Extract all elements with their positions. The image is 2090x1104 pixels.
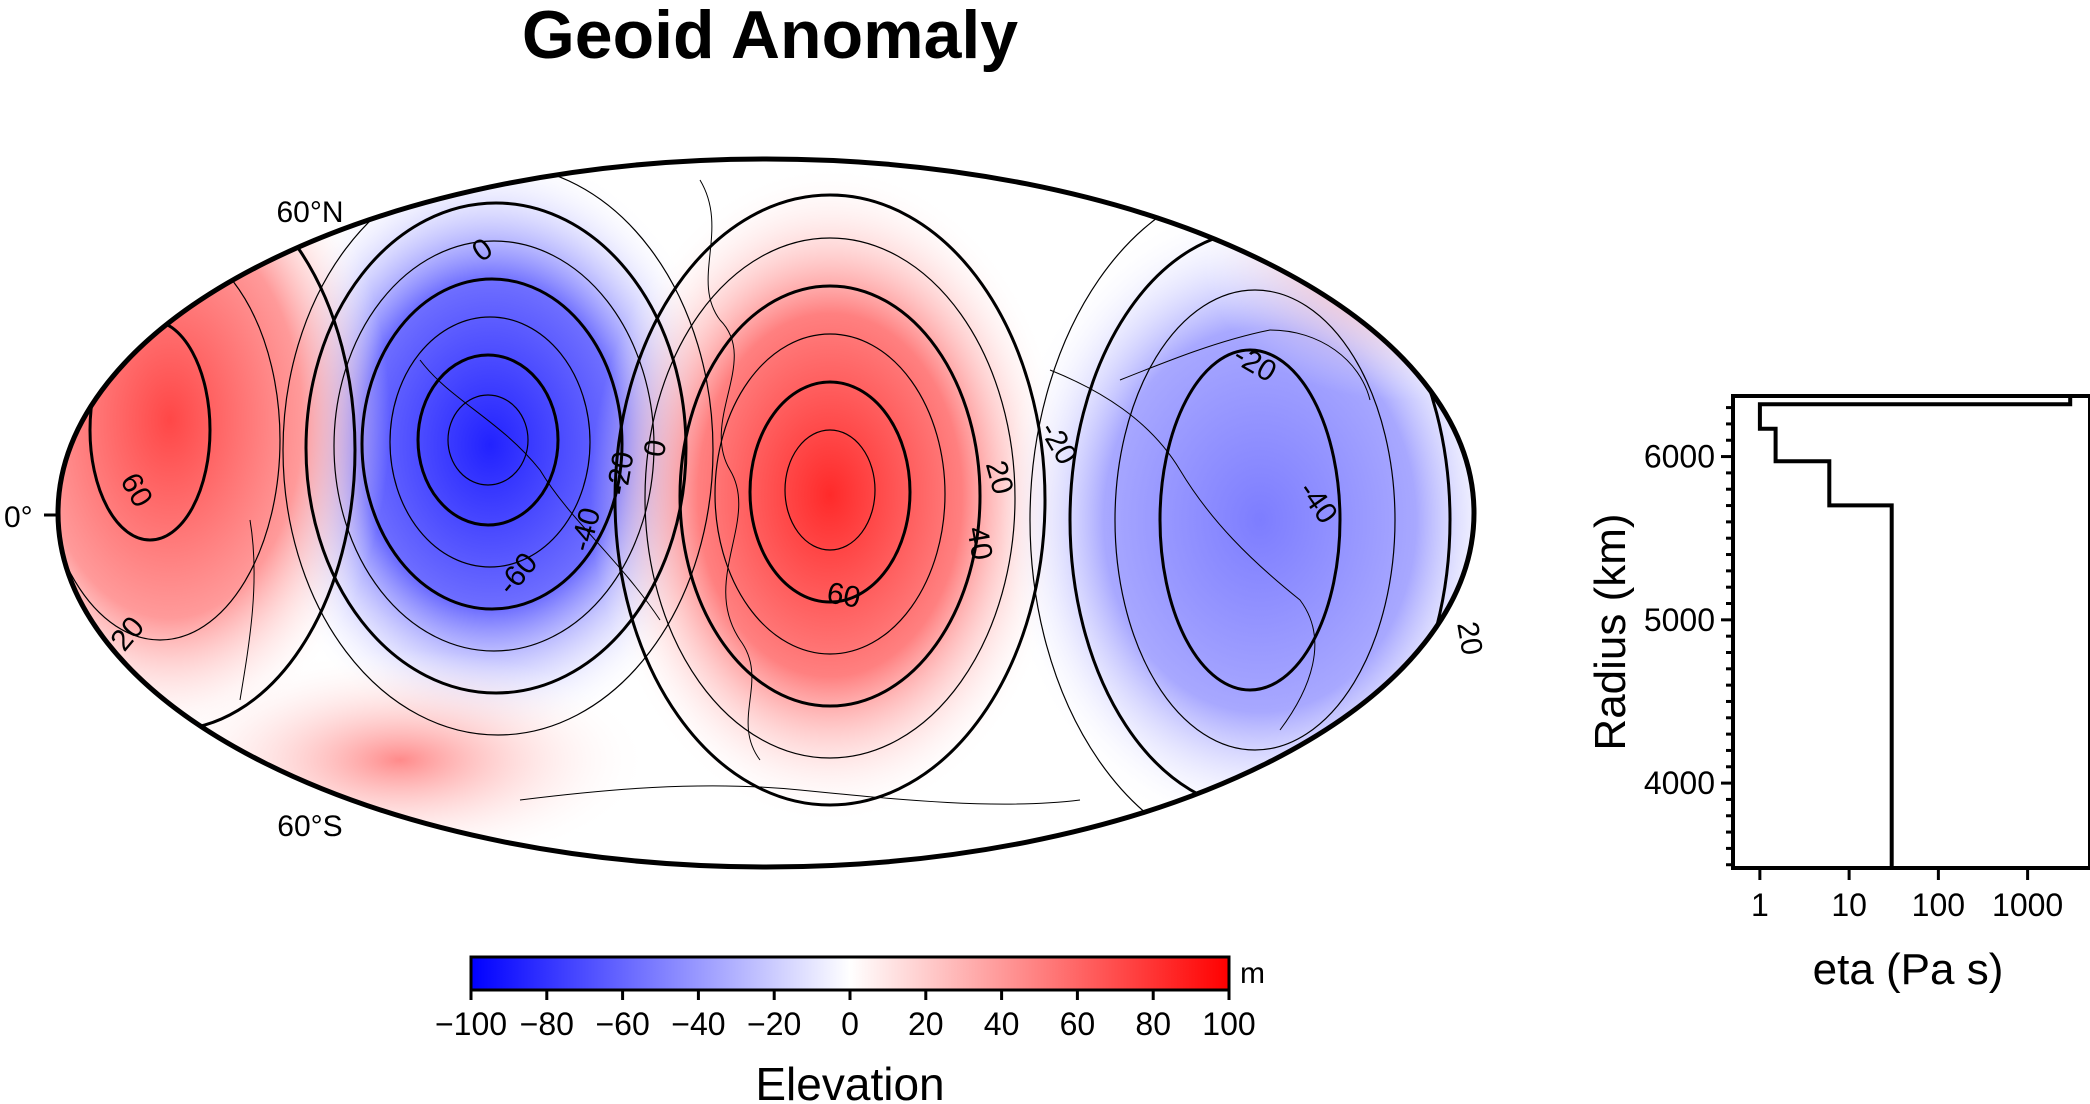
colorbar-unit: m <box>1240 957 1265 990</box>
profile-x-tick-label: 1 <box>1751 887 1769 923</box>
contours-low-a <box>282 164 714 736</box>
lat-label-equator: 0° <box>4 501 33 534</box>
profile-y-ticks: 4000 5000 6000 <box>1644 406 1733 867</box>
profile-y-tick-label: 5000 <box>1644 602 1715 638</box>
profile-x-tick-label: 100 <box>1912 887 1965 923</box>
contours-high-a <box>613 193 1047 807</box>
colorbar-tick-label: −40 <box>671 1006 725 1042</box>
map-frame <box>55 156 1477 870</box>
colorbar-tick-label: −60 <box>595 1006 649 1042</box>
colorbar-tick-label: 20 <box>908 1006 944 1042</box>
profile-y-axis-label: Radius (km) <box>1586 513 1635 750</box>
colorbar-tick-label: 80 <box>1135 1006 1171 1042</box>
contour-label: 0 <box>638 437 673 459</box>
contour-label: 60 <box>824 576 863 614</box>
anomaly-high-south <box>150 650 650 867</box>
colorbar-tick-label: −20 <box>747 1006 801 1042</box>
colorbar-ticks: −100 −80 −60 −40 −20 0 20 40 60 80 100 <box>435 990 1256 1042</box>
colorbar-gradient <box>469 955 1231 992</box>
profile-x-tick-label: 1000 <box>1992 887 2063 923</box>
contour-label: -20 <box>601 449 641 497</box>
anomaly-high-indian-ocean <box>590 165 1070 825</box>
profile-y-tick-label: 4000 <box>1644 765 1715 801</box>
colorbar-tick-label: −100 <box>435 1006 507 1042</box>
contour-label: 20 <box>1450 619 1488 658</box>
profile-frame <box>1731 394 2090 870</box>
coastlines <box>239 179 1371 805</box>
geoid-map <box>58 159 1474 867</box>
lat-label-60s: 60°S <box>277 810 342 843</box>
map-title: Geoid Anomaly <box>522 0 1018 73</box>
colorbar-tick-label: 40 <box>984 1006 1020 1042</box>
colorbar-tick-label: 60 <box>1060 1006 1096 1042</box>
colorbar-tick-label: 0 <box>841 1006 859 1042</box>
lat-label-60n: 60°N <box>276 196 343 229</box>
profile-x-tick-label: 10 <box>1831 887 1867 923</box>
colorbar-tick-label: 100 <box>1202 1006 1255 1042</box>
profile-x-axis-label: eta (Pa s) <box>1813 945 2004 994</box>
colorbar-tick-label: −80 <box>520 1006 574 1042</box>
colorbar: m −100 −80 −60 −40 −20 0 20 40 60 80 100 Elevation <box>435 955 1265 1104</box>
colorbar-label: Elevation <box>755 1058 944 1104</box>
profile-x-ticks: 1 10 100 1000 <box>1751 868 2063 923</box>
profile-y-tick-label: 6000 <box>1644 439 1715 475</box>
viscosity-series-line <box>1757 396 2073 868</box>
contour-label: 40 <box>960 524 998 563</box>
viscosity-profile: 4000 5000 6000 1 10 100 1000 Radius (km) eta … <box>1586 394 2090 994</box>
